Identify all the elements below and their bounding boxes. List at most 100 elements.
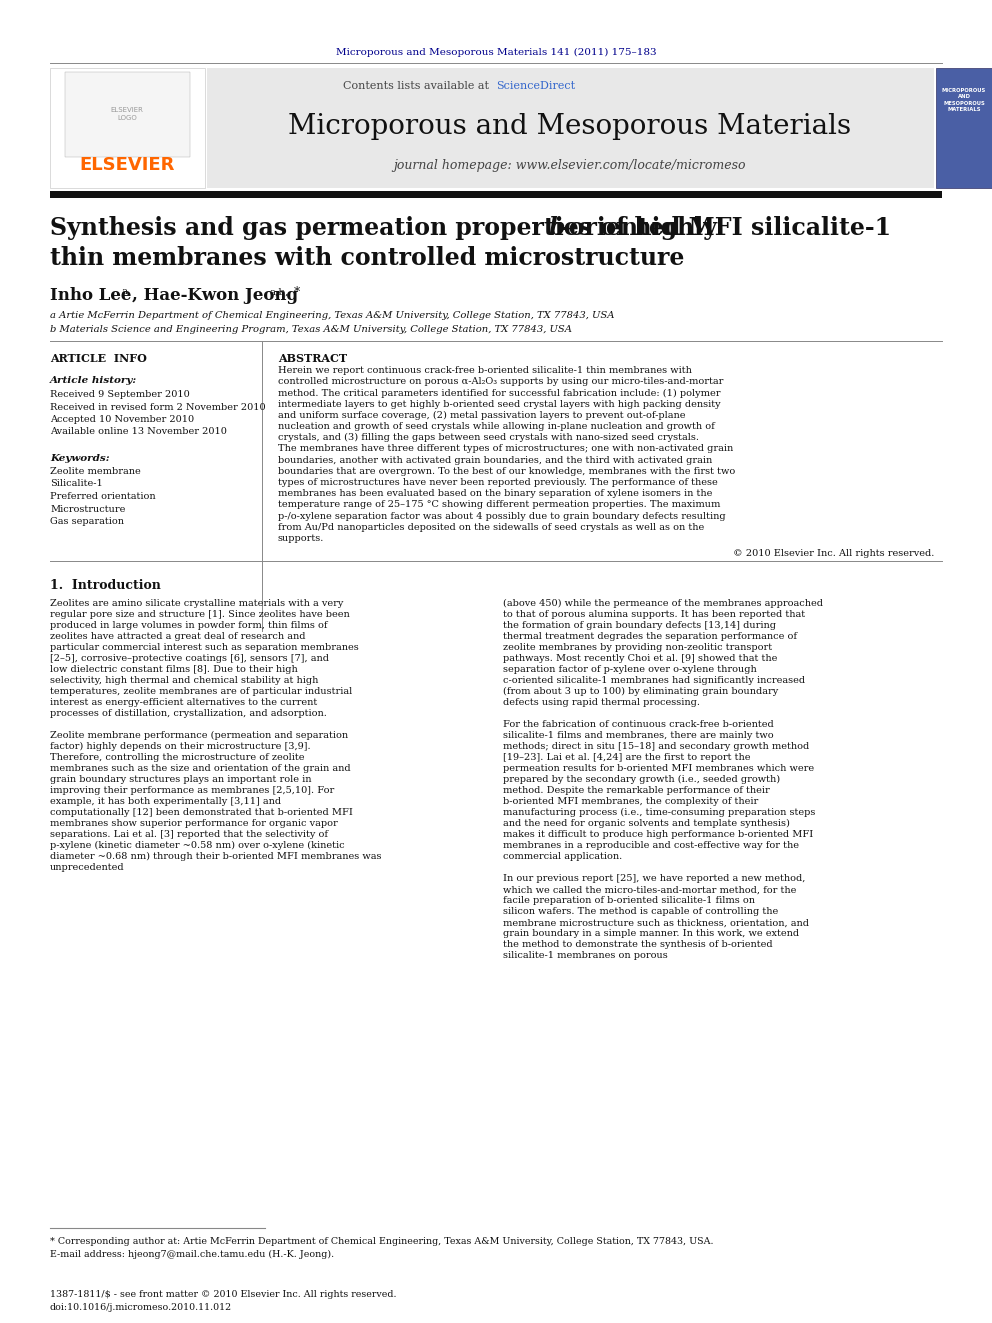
- Text: silicon wafers. The method is capable of controlling the: silicon wafers. The method is capable of…: [503, 908, 779, 917]
- Text: silicalite-1 membranes on porous: silicalite-1 membranes on porous: [503, 951, 668, 960]
- Text: controlled microstructure on porous α-Al₂O₃ supports by using our micro-tiles-an: controlled microstructure on porous α-Al…: [278, 377, 723, 386]
- Text: ABSTRACT: ABSTRACT: [278, 352, 347, 364]
- Text: b: b: [548, 216, 564, 239]
- Text: doi:10.1016/j.micromeso.2010.11.012: doi:10.1016/j.micromeso.2010.11.012: [50, 1303, 232, 1312]
- Text: Silicalite-1: Silicalite-1: [50, 479, 103, 488]
- Text: intermediate layers to get highly b-oriented seed crystal layers with high packi: intermediate layers to get highly b-orie…: [278, 400, 720, 409]
- Text: ScienceDirect: ScienceDirect: [496, 81, 575, 91]
- Text: b Materials Science and Engineering Program, Texas A&M University, College Stati: b Materials Science and Engineering Prog…: [50, 324, 572, 333]
- Text: the formation of grain boundary defects [13,14] during: the formation of grain boundary defects …: [503, 622, 776, 630]
- Text: Keywords:: Keywords:: [50, 454, 110, 463]
- Text: permeation results for b-oriented MFI membranes which were: permeation results for b-oriented MFI me…: [503, 765, 814, 773]
- Text: 1.  Introduction: 1. Introduction: [50, 579, 161, 593]
- Text: Available online 13 November 2010: Available online 13 November 2010: [50, 427, 227, 437]
- Text: , Hae-Kwon Jeong: , Hae-Kwon Jeong: [132, 287, 299, 304]
- Text: Microporous and Mesoporous Materials 141 (2011) 175–183: Microporous and Mesoporous Materials 141…: [335, 48, 657, 57]
- Text: In our previous report [25], we have reported a new method,: In our previous report [25], we have rep…: [503, 875, 806, 884]
- Bar: [936, 67, 992, 188]
- Text: boundaries that are overgrown. To the best of our knowledge, membranes with the : boundaries that are overgrown. To the be…: [278, 467, 735, 476]
- Text: separation factor of p-xylene over o-xylene through: separation factor of p-xylene over o-xyl…: [503, 665, 757, 675]
- Text: p-xylene (kinetic diameter ~0.58 nm) over o-xylene (kinetic: p-xylene (kinetic diameter ~0.58 nm) ove…: [50, 841, 344, 851]
- Bar: [65, 71, 190, 157]
- Text: crystals, and (3) filling the gaps between seed crystals with nano-sized seed cr: crystals, and (3) filling the gaps betwe…: [278, 433, 699, 442]
- Text: to that of porous alumina supports. It has been reported that: to that of porous alumina supports. It h…: [503, 610, 806, 619]
- Text: thermal treatment degrades the separation performance of: thermal treatment degrades the separatio…: [503, 632, 797, 642]
- Text: method. The critical parameters identified for successful fabrication include: (: method. The critical parameters identifi…: [278, 389, 720, 397]
- Text: example, it has both experimentally [3,11] and: example, it has both experimentally [3,1…: [50, 798, 281, 806]
- Text: commercial application.: commercial application.: [503, 852, 622, 861]
- Text: boundaries, another with activated grain boundaries, and the third with activate: boundaries, another with activated grain…: [278, 455, 712, 464]
- Text: Microstructure: Microstructure: [50, 504, 125, 513]
- Text: (above 450) while the permeance of the membranes approached: (above 450) while the permeance of the m…: [503, 599, 823, 609]
- Text: Therefore, controlling the microstructure of zeolite: Therefore, controlling the microstructur…: [50, 753, 305, 762]
- Text: makes it difficult to produce high performance b-oriented MFI: makes it difficult to produce high perfo…: [503, 831, 813, 839]
- Text: prepared by the secondary growth (i.e., seeded growth): prepared by the secondary growth (i.e., …: [503, 775, 780, 785]
- Text: temperature range of 25–175 °C showing different permeation properties. The maxi: temperature range of 25–175 °C showing d…: [278, 500, 720, 509]
- Text: separations. Lai et al. [3] reported that the selectivity of: separations. Lai et al. [3] reported tha…: [50, 831, 328, 839]
- Text: Synthesis and gas permeation properties of highly: Synthesis and gas permeation properties …: [50, 216, 725, 239]
- Text: Received 9 September 2010: Received 9 September 2010: [50, 390, 189, 400]
- Text: zeolite membranes by providing non-zeolitic transport: zeolite membranes by providing non-zeoli…: [503, 643, 772, 652]
- Text: Received in revised form 2 November 2010: Received in revised form 2 November 2010: [50, 402, 266, 411]
- Text: types of microstructures have never been reported previously. The performance of: types of microstructures have never been…: [278, 478, 718, 487]
- Text: interest as energy-efficient alternatives to the current: interest as energy-efficient alternative…: [50, 699, 317, 708]
- Text: journal homepage: www.elsevier.com/locate/micromeso: journal homepage: www.elsevier.com/locat…: [394, 159, 746, 172]
- Text: manufacturing process (i.e., time-consuming preparation steps: manufacturing process (i.e., time-consum…: [503, 808, 815, 818]
- Text: © 2010 Elsevier Inc. All rights reserved.: © 2010 Elsevier Inc. All rights reserved…: [733, 549, 934, 558]
- Text: temperatures, zeolite membranes are of particular industrial: temperatures, zeolite membranes are of p…: [50, 687, 352, 696]
- Text: unprecedented: unprecedented: [50, 863, 125, 872]
- Text: grain boundary in a simple manner. In this work, we extend: grain boundary in a simple manner. In th…: [503, 929, 800, 938]
- Text: *: *: [294, 286, 301, 299]
- Bar: [50, 67, 205, 188]
- Text: Herein we report continuous crack-free b-oriented silicalite-1 thin membranes wi: Herein we report continuous crack-free b…: [278, 366, 691, 374]
- Text: from Au/Pd nanoparticles deposited on the sidewalls of seed crystals as well as : from Au/Pd nanoparticles deposited on th…: [278, 523, 704, 532]
- Text: a: a: [122, 287, 128, 296]
- Text: produced in large volumes in powder form, thin films of: produced in large volumes in powder form…: [50, 622, 327, 630]
- Text: The membranes have three different types of microstructures; one with non-activa: The membranes have three different types…: [278, 445, 733, 454]
- Text: methods; direct in situ [15–18] and secondary growth method: methods; direct in situ [15–18] and seco…: [503, 742, 809, 751]
- Text: 1387-1811/$ - see front matter © 2010 Elsevier Inc. All rights reserved.: 1387-1811/$ - see front matter © 2010 El…: [50, 1290, 397, 1299]
- Text: Gas separation: Gas separation: [50, 517, 124, 527]
- Text: which we called the micro-tiles-and-mortar method, for the: which we called the micro-tiles-and-mort…: [503, 885, 797, 894]
- Text: and uniform surface coverage, (2) metal passivation layers to prevent out-of-pla: and uniform surface coverage, (2) metal …: [278, 411, 685, 419]
- Text: Microporous and Mesoporous Materials: Microporous and Mesoporous Materials: [289, 112, 851, 139]
- Text: low dielectric constant films [8]. Due to their high: low dielectric constant films [8]. Due t…: [50, 665, 298, 675]
- Text: membranes show superior performance for organic vapor: membranes show superior performance for …: [50, 819, 337, 828]
- Text: MICROPOROUS
AND
MESOPOROUS
MATERIALS: MICROPOROUS AND MESOPOROUS MATERIALS: [941, 89, 986, 112]
- Text: Contents lists available at: Contents lists available at: [343, 81, 496, 91]
- Text: a Artie McFerrin Department of Chemical Engineering, Texas A&M University, Colle: a Artie McFerrin Department of Chemical …: [50, 311, 614, 320]
- Text: particular commercial interest such as separation membranes: particular commercial interest such as s…: [50, 643, 359, 652]
- Text: supports.: supports.: [278, 534, 324, 542]
- Text: membrane microstructure such as thickness, orientation, and: membrane microstructure such as thicknes…: [503, 918, 809, 927]
- Text: Inho Lee: Inho Lee: [50, 287, 131, 304]
- Text: p-/o-xylene separation factor was about 4 possibly due to grain boundary defects: p-/o-xylene separation factor was about …: [278, 512, 725, 520]
- Text: b-oriented MFI membranes, the complexity of their: b-oriented MFI membranes, the complexity…: [503, 798, 758, 806]
- Text: factor) highly depends on their microstructure [3,9].: factor) highly depends on their microstr…: [50, 742, 310, 751]
- Text: pathways. Most recently Choi et al. [9] showed that the: pathways. Most recently Choi et al. [9] …: [503, 654, 778, 663]
- Text: method. Despite the remarkable performance of their: method. Despite the remarkable performan…: [503, 786, 770, 795]
- Text: membranes in a reproducible and cost-effective way for the: membranes in a reproducible and cost-eff…: [503, 841, 799, 851]
- Text: membranes has been evaluated based on the binary separation of xylene isomers in: membranes has been evaluated based on th…: [278, 490, 712, 499]
- Bar: [207, 67, 934, 188]
- Text: improving their performance as membranes [2,5,10]. For: improving their performance as membranes…: [50, 786, 334, 795]
- Bar: [50, 191, 942, 198]
- Text: membranes such as the size and orientation of the grain and: membranes such as the size and orientati…: [50, 765, 350, 773]
- Text: [2–5], corrosive–protective coatings [6], sensors [7], and: [2–5], corrosive–protective coatings [6]…: [50, 654, 329, 663]
- Text: c-oriented silicalite-1 membranes had significantly increased: c-oriented silicalite-1 membranes had si…: [503, 676, 806, 685]
- Text: For the fabrication of continuous crack-free b-oriented: For the fabrication of continuous crack-…: [503, 720, 774, 729]
- Text: nucleation and growth of seed crystals while allowing in-plane nucleation and gr: nucleation and growth of seed crystals w…: [278, 422, 715, 431]
- Text: computationally [12] been demonstrated that b-oriented MFI: computationally [12] been demonstrated t…: [50, 808, 353, 818]
- Text: defects using rapid thermal processing.: defects using rapid thermal processing.: [503, 699, 700, 708]
- Text: zeolites have attracted a great deal of research and: zeolites have attracted a great deal of …: [50, 632, 306, 642]
- Text: E-mail address: hjeong7@mail.che.tamu.edu (H.-K. Jeong).: E-mail address: hjeong7@mail.che.tamu.ed…: [50, 1250, 334, 1259]
- Text: a,b,: a,b,: [270, 287, 290, 296]
- Text: processes of distillation, crystallization, and adsorption.: processes of distillation, crystallizati…: [50, 709, 327, 718]
- Text: and the need for organic solvents and template synthesis): and the need for organic solvents and te…: [503, 819, 790, 828]
- Text: Zeolite membrane: Zeolite membrane: [50, 467, 141, 476]
- Text: Zeolites are amino silicate crystalline materials with a very: Zeolites are amino silicate crystalline …: [50, 599, 343, 609]
- Text: * Corresponding author at: Artie McFerrin Department of Chemical Engineering, Te: * Corresponding author at: Artie McFerri…: [50, 1237, 713, 1246]
- Text: selectivity, high thermal and chemical stability at high: selectivity, high thermal and chemical s…: [50, 676, 318, 685]
- Text: Preferred orientation: Preferred orientation: [50, 492, 156, 501]
- Text: Accepted 10 November 2010: Accepted 10 November 2010: [50, 415, 194, 423]
- Text: -oriented MFI silicalite-1: -oriented MFI silicalite-1: [559, 216, 891, 239]
